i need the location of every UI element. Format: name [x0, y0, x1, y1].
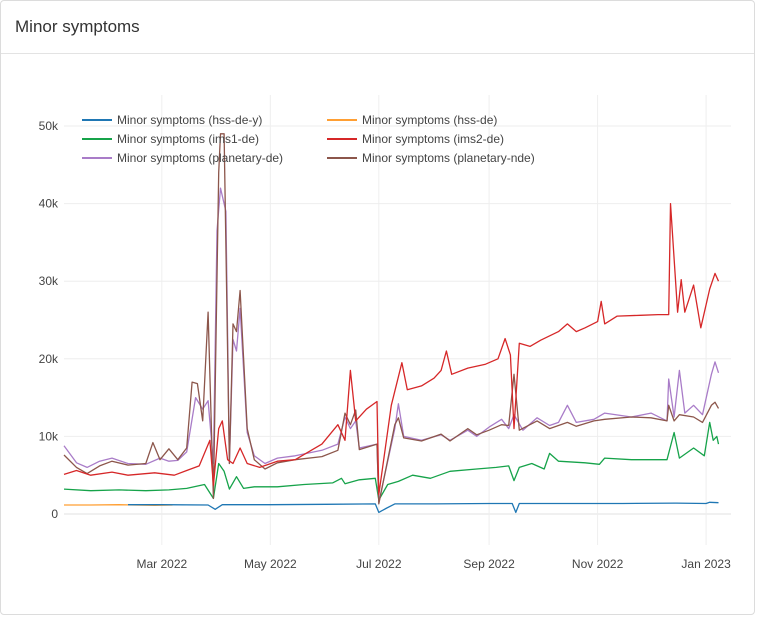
legend-item-hss-de[interactable]: Minor symptoms (hss-de) — [327, 113, 497, 127]
x-axis: Mar 2022 May 2022 Jul 2022 Sep 2022 Nov 2022… — [136, 557, 731, 571]
chart-legend[interactable]: Minor symptoms (hss-de-y) Minor symptoms … — [82, 113, 535, 165]
x-tick-label: May 2022 — [244, 557, 297, 571]
y-tick-label: 40k — [39, 197, 59, 211]
legend-label: Minor symptoms (ims2-de) — [362, 132, 504, 146]
legend-item-ims1-de[interactable]: Minor symptoms (ims1-de) — [82, 132, 259, 146]
y-tick-label: 50k — [39, 119, 59, 133]
legend-item-hss-de-y[interactable]: Minor symptoms (hss-de-y) — [82, 113, 262, 127]
y-tick-label: 30k — [39, 274, 59, 288]
legend-label: Minor symptoms (planetary-nde) — [362, 151, 535, 165]
y-tick-label: 20k — [39, 352, 59, 366]
series-lines — [63, 133, 720, 514]
legend-item-ims2-de[interactable]: Minor symptoms (ims2-de) — [327, 132, 504, 146]
series-line-ims2-de — [63, 202, 720, 496]
y-axis: 0 10k 20k 30k 40k 50k — [39, 119, 59, 521]
legend-item-planetary-de[interactable]: Minor symptoms (planetary-de) — [82, 151, 283, 165]
x-tick-label: Nov 2022 — [572, 557, 624, 571]
legend-label: Minor symptoms (planetary-de) — [117, 151, 283, 165]
legend-label: Minor symptoms (hss-de) — [362, 113, 497, 127]
legend-label: Minor symptoms (ims1-de) — [117, 132, 259, 146]
legend-label: Minor symptoms (hss-de-y) — [117, 113, 262, 127]
x-tick-label: Jan 2023 — [681, 557, 731, 571]
x-tick-label: Jul 2022 — [356, 557, 402, 571]
card-header: Minor symptoms — [1, 1, 754, 54]
y-tick-label: 10k — [39, 429, 59, 443]
series-line-ims1-de — [63, 421, 720, 501]
y-tick-label: 0 — [51, 507, 58, 521]
x-tick-label: Mar 2022 — [136, 557, 187, 571]
x-tick-label: Sep 2022 — [463, 557, 515, 571]
legend-item-planetary-nde[interactable]: Minor symptoms (planetary-nde) — [327, 151, 535, 165]
series-line-hss-de-y — [128, 501, 719, 514]
page-title: Minor symptoms — [15, 17, 140, 36]
series-line-planetary-nde — [63, 133, 720, 505]
